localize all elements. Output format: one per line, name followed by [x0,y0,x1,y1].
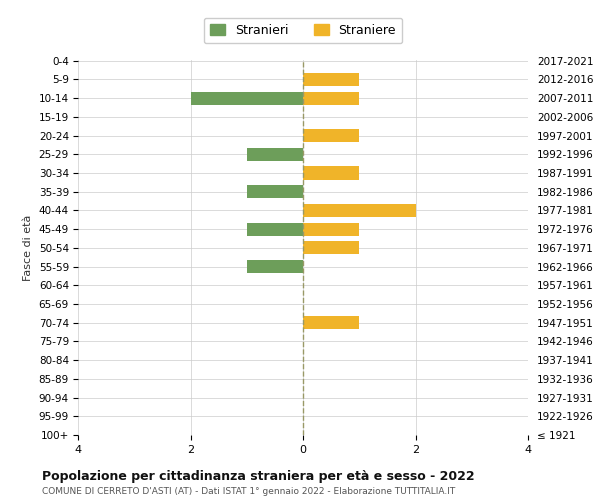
Text: COMUNE DI CERRETO D'ASTI (AT) - Dati ISTAT 1° gennaio 2022 - Elaborazione TUTTIT: COMUNE DI CERRETO D'ASTI (AT) - Dati IST… [42,488,455,496]
Bar [247,185,303,198]
Bar [303,316,359,329]
Bar [303,242,359,254]
Bar [303,204,415,217]
Bar [303,166,359,179]
Text: Popolazione per cittadinanza straniera per età e sesso - 2022: Popolazione per cittadinanza straniera p… [42,470,475,483]
Bar [247,222,303,235]
Bar [191,92,303,104]
Legend: Stranieri, Straniere: Stranieri, Straniere [204,18,402,43]
Y-axis label: Anni di nascita: Anni di nascita [599,206,600,289]
Bar [303,129,359,142]
Bar [303,222,359,235]
Y-axis label: Fasce di età: Fasce di età [23,214,33,280]
Bar [247,260,303,273]
Bar [303,92,359,104]
Bar [303,73,359,86]
Bar [247,148,303,161]
